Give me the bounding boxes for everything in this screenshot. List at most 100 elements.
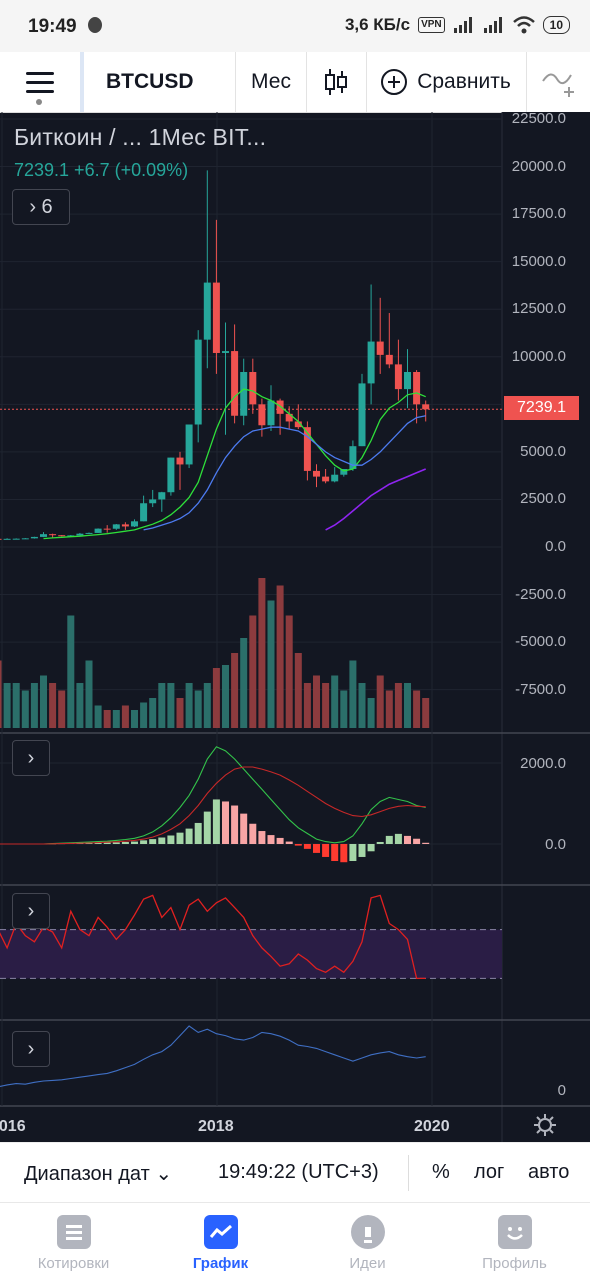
compare-label: Сравнить (417, 70, 511, 93)
log-scale-button[interactable]: лог (474, 1161, 505, 1183)
macd-histogram-bar (149, 839, 157, 844)
bottom-indicator-line (0, 1025, 426, 1087)
macd-toggle[interactable]: › (12, 740, 50, 776)
nav-profile[interactable]: Профиль (441, 1203, 588, 1281)
macd-histogram-bar (340, 844, 348, 863)
compare-button[interactable]: Сравнить (366, 52, 526, 112)
bottom-axis-label: 0 (557, 1082, 566, 1099)
candle-body (30, 536, 38, 539)
volume-bar (85, 660, 93, 728)
macd-histogram-bar (158, 837, 166, 844)
volume-bar (194, 690, 202, 728)
battery-icon: 10 (542, 16, 570, 34)
menu-icon (26, 72, 54, 75)
status-bar: 19:49 3,6 КБ/с VPN 10 (0, 0, 590, 52)
candle-body (385, 354, 393, 365)
macd-histogram-bar (367, 844, 375, 852)
volume-bar (112, 710, 120, 728)
indicators-button[interactable] (527, 52, 590, 112)
candle-body (376, 341, 384, 355)
macd-histogram-bar (249, 823, 257, 844)
volume-bar (149, 698, 157, 728)
macd-histogram-bar (231, 805, 239, 844)
volume-bar (249, 615, 257, 728)
nav-label: Котировки (37, 1255, 110, 1272)
volume-bar (413, 690, 421, 728)
wifi-icon (512, 16, 535, 34)
volume-bar (40, 675, 47, 728)
macd-histogram-bar (331, 844, 339, 862)
price-axis-label: -5000.0 (515, 633, 566, 651)
candle-body (294, 421, 302, 428)
notification-icon (88, 17, 102, 33)
menu-icon-line (26, 90, 54, 93)
indicators-count: 6 (41, 195, 53, 218)
chevron-right-icon: › (29, 195, 36, 218)
percent-scale-button[interactable]: % (432, 1161, 450, 1183)
volume-bar (222, 665, 229, 728)
nav-quotes[interactable]: Котировки (0, 1203, 147, 1281)
volume-bar (131, 710, 138, 728)
volume-bar (358, 683, 366, 728)
menu-button[interactable] (0, 52, 78, 112)
volume-bar (203, 683, 211, 728)
nav-chart[interactable]: График (147, 1203, 294, 1281)
macd-histogram-bar (258, 831, 266, 844)
candle-body (358, 383, 366, 447)
price-axis-bg (502, 112, 590, 1142)
macd-histogram-bar (358, 844, 366, 857)
candle-body (258, 404, 266, 426)
menu-icon-line (26, 81, 54, 84)
candle-body (394, 364, 402, 390)
bottom-indicator-toggle[interactable]: › (12, 1031, 50, 1067)
volume-bar (349, 660, 357, 728)
volume-bar (258, 578, 266, 728)
symbol-button[interactable]: BTCUSD (80, 52, 235, 112)
macd-signal-line (0, 766, 426, 845)
rsi-toggle[interactable]: › (12, 893, 50, 929)
candle-body (203, 282, 211, 340)
macd-histogram-bar (267, 835, 275, 844)
candle-body (285, 413, 293, 422)
macd-histogram-bar (276, 837, 284, 844)
chart-icon (203, 1215, 238, 1249)
volume-bar (294, 653, 302, 728)
candles-icon (325, 69, 347, 95)
chart-canvas[interactable] (0, 112, 590, 1142)
time-label: 2018 (198, 1118, 234, 1135)
volume-bar (394, 683, 402, 728)
volume-bar (285, 615, 293, 728)
macd-histogram-bar (103, 842, 111, 844)
auto-scale-button[interactable]: авто (528, 1161, 570, 1183)
volume-bar (367, 698, 375, 728)
rsi-band (0, 929, 502, 979)
nav-ideas[interactable]: Идеи (294, 1203, 441, 1281)
chevron-down-icon: ⌄ (155, 1163, 173, 1185)
chevron-right-icon: › (27, 746, 35, 769)
macd-histogram-bar (303, 844, 311, 849)
price-axis-label: 0.0 (545, 538, 566, 555)
bottom-navigation: Котировки График Идеи Профиль (0, 1202, 590, 1281)
macd-histogram-bar (167, 835, 175, 844)
symbol-legend[interactable]: Биткоин / ... 1Мес BIT... (14, 124, 267, 150)
list-icon (56, 1215, 91, 1249)
volume-bar (21, 690, 29, 728)
nav-label: График (192, 1255, 249, 1272)
date-range-button[interactable]: Диапазон дат ⌄ (24, 1161, 172, 1186)
macd-histogram-bar (185, 828, 193, 844)
candle-body (240, 371, 248, 416)
settings-gear-icon[interactable] (533, 1113, 557, 1137)
chart-type-button[interactable] (306, 52, 366, 112)
macd-histogram-bar (349, 844, 357, 862)
clock-label[interactable]: 19:49:22 (UTC+3) (218, 1161, 379, 1183)
macd-histogram-bar (413, 838, 421, 844)
indicators-toggle[interactable]: › 6 (12, 189, 70, 225)
interval-button[interactable]: Мес (251, 70, 291, 93)
volume-bar (322, 683, 330, 728)
vpn-icon: VPN (418, 17, 445, 33)
candle-body (103, 528, 111, 530)
macd-histogram-bar (404, 835, 411, 844)
volume-bar (185, 683, 193, 728)
macd-histogram-bar (222, 801, 229, 844)
volume-bar (103, 710, 111, 728)
